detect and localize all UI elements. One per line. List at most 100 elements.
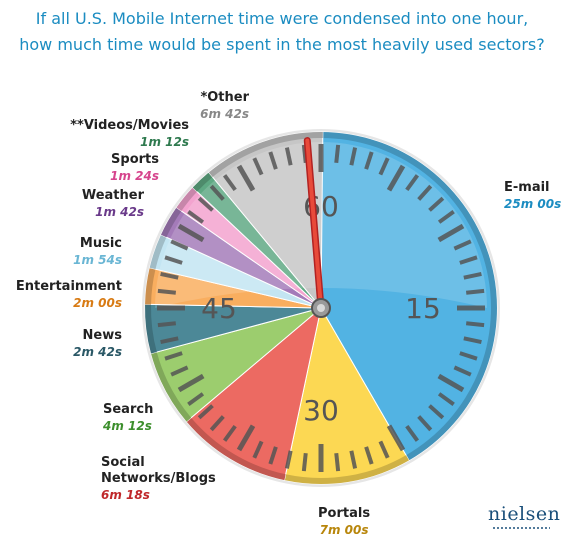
slice-rim-2 — [186, 417, 286, 481]
label-weather-name: Weather — [81, 188, 144, 203]
label-other-name: *Other — [200, 90, 249, 105]
label-email-value: 25m 00s — [504, 197, 562, 211]
tick-mark — [160, 271, 179, 280]
tick-mark — [170, 239, 189, 251]
label-search-value: 4m 12s — [103, 419, 152, 433]
tick-mark — [334, 144, 341, 164]
tick-mark — [334, 452, 341, 472]
tick-mark — [405, 424, 420, 442]
slice-rim-9 — [192, 172, 213, 192]
tick-mark — [453, 239, 472, 251]
tick-mark — [465, 288, 485, 295]
label-search: Search 4m 12s — [103, 402, 153, 434]
label-search-name: Search — [103, 402, 154, 417]
tick-mark — [405, 174, 420, 192]
tick-mark — [364, 151, 374, 170]
tick-mark — [437, 209, 455, 224]
tick-mark — [222, 174, 237, 192]
label-weather-value: 1m 42s — [95, 205, 144, 219]
tick-mark — [157, 321, 177, 328]
label-music: Music 1m 54s — [73, 236, 122, 268]
tick-mark — [428, 404, 445, 420]
tick-mark — [209, 415, 225, 432]
tick-mark — [222, 424, 237, 442]
tick-mark — [252, 440, 264, 459]
label-sports-name: Sports — [111, 152, 159, 167]
slice-rim-10 — [208, 132, 323, 178]
label-social-name-2: Networks/Blogs — [101, 471, 216, 486]
tick-mark — [453, 365, 472, 377]
tick-mark — [465, 321, 485, 328]
tick-mark — [437, 392, 455, 407]
tick-mark — [284, 147, 293, 166]
tick-mark — [364, 446, 374, 465]
label-weather: Weather 1m 42s — [82, 188, 144, 220]
label-portals: Portals 7m 00s — [318, 506, 370, 538]
tick-mark — [284, 450, 293, 469]
dial-number: 45 — [201, 292, 237, 325]
label-portals-name: Portals — [318, 506, 371, 521]
tick-mark — [177, 223, 205, 243]
label-email-name: E-mail — [504, 180, 550, 195]
label-other: *Other 6m 42s — [200, 90, 249, 122]
tick-mark — [349, 147, 358, 166]
tick-mark — [236, 164, 256, 192]
tick-mark — [437, 373, 465, 393]
label-sports-value: 1m 24s — [110, 169, 159, 183]
slice-rim-5 — [145, 267, 156, 305]
nielsen-logo: nielsen — [488, 503, 561, 525]
slice-rim-4 — [145, 304, 157, 354]
slice-rim-7 — [160, 207, 182, 238]
label-videos-name: **Videos/Movies — [70, 118, 189, 133]
tick-mark — [437, 223, 465, 243]
tick-mark — [378, 157, 390, 176]
dial-number: 15 — [405, 292, 441, 325]
tick-mark — [386, 164, 406, 192]
tick-mark — [463, 336, 482, 345]
tick-mark — [160, 336, 179, 345]
tick-mark — [197, 196, 214, 212]
label-music-name: Music — [79, 236, 122, 251]
dial-number: 30 — [303, 394, 339, 427]
tick-mark — [164, 255, 183, 265]
tick-mark — [459, 255, 478, 265]
tick-mark — [463, 271, 482, 280]
tick-mark — [157, 288, 177, 295]
label-news: News 2m 42s — [73, 328, 122, 360]
label-videos-value: 1m 12s — [140, 135, 189, 149]
tick-mark — [378, 440, 390, 459]
tick-mark — [301, 452, 308, 472]
tick-mark — [164, 351, 183, 361]
clock-hand — [305, 138, 323, 310]
label-email: E-mail 25m 00s — [504, 180, 561, 212]
tick-mark — [386, 424, 406, 452]
tick-mark — [252, 157, 264, 176]
title-line-2: how much time would be spent in the most… — [19, 35, 545, 54]
label-news-value: 2m 42s — [73, 345, 122, 359]
tick-mark — [459, 351, 478, 361]
label-entertainment-name: Entertainment — [15, 279, 122, 294]
tick-mark — [177, 373, 205, 393]
label-entertainment-value: 2m 00s — [73, 296, 122, 310]
nielsen-logo-dots — [492, 527, 550, 529]
label-other-value: 6m 42s — [200, 107, 249, 121]
label-music-value: 1m 54s — [73, 253, 122, 267]
slice-rim-3 — [150, 351, 192, 422]
slice-rim-1 — [284, 455, 409, 485]
label-sports: Sports 1m 24s — [110, 152, 159, 184]
tick-mark — [236, 424, 256, 452]
tick-mark — [197, 404, 214, 420]
label-news-name: News — [82, 328, 122, 343]
label-social-value: 6m 18s — [101, 488, 150, 502]
label-social: Social Networks/Blogs 6m 18s — [101, 455, 216, 503]
clock-gloss — [155, 142, 487, 308]
label-social-name-1: Social — [101, 455, 145, 470]
label-portals-value: 7m 00s — [319, 523, 369, 537]
tick-mark — [349, 450, 358, 469]
tick-mark — [417, 184, 433, 201]
tick-mark — [268, 151, 278, 170]
slice-rim-6 — [149, 234, 167, 270]
chart-title: If all U.S. Mobile Internet time were co… — [0, 6, 564, 58]
tick-mark — [170, 365, 189, 377]
